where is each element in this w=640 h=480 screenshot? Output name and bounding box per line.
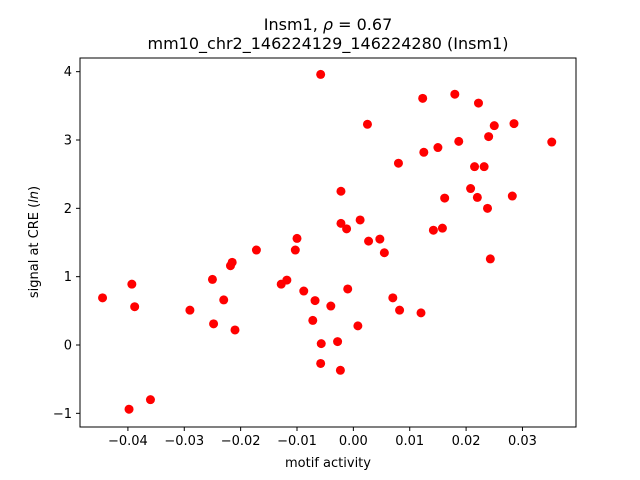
data-point — [336, 186, 346, 196]
data-point — [484, 132, 494, 142]
x-axis-label: motif activity — [285, 456, 371, 471]
data-point — [547, 137, 557, 147]
data-point — [470, 162, 480, 172]
data-point — [473, 98, 483, 108]
data-point — [375, 234, 385, 244]
data-point — [124, 404, 134, 414]
plot-frame — [79, 57, 577, 428]
data-point — [355, 215, 365, 225]
y-tick-label: 3 — [64, 134, 72, 149]
data-point — [485, 254, 495, 264]
data-point — [251, 245, 261, 255]
data-point — [310, 296, 320, 306]
data-point — [507, 191, 517, 201]
data-point — [440, 193, 450, 203]
data-point — [472, 192, 482, 202]
y-tick-label: −1 — [53, 407, 72, 422]
data-point — [290, 245, 300, 255]
data-point — [362, 119, 372, 129]
y-tick-label: 1 — [64, 270, 72, 285]
data-point — [282, 275, 292, 285]
data-point — [437, 223, 447, 233]
y-axis-label: signal at CRE (ln) — [27, 186, 42, 298]
data-point — [316, 339, 326, 349]
y-axis: −1 0 1 2 3 4 — [53, 65, 80, 422]
data-point — [145, 395, 155, 405]
y-tick-label: 0 — [64, 339, 72, 354]
data-point — [207, 274, 217, 284]
data-point — [419, 147, 429, 157]
data-point — [454, 136, 464, 146]
data-point — [364, 236, 374, 246]
data-point — [292, 233, 302, 243]
data-point — [433, 143, 443, 153]
plot-area — [79, 57, 577, 428]
x-tick-label: −0.02 — [221, 434, 261, 449]
x-tick-label: −0.01 — [277, 434, 317, 449]
x-tick-label: 0.03 — [508, 434, 537, 449]
data-point — [479, 162, 489, 172]
data-point — [466, 184, 476, 194]
data-point — [379, 248, 389, 258]
data-point — [509, 119, 519, 129]
data-point — [450, 89, 460, 99]
data-point — [227, 257, 237, 267]
data-point — [209, 319, 219, 329]
data-point — [299, 286, 309, 296]
data-point — [416, 308, 426, 318]
chart-title: Insm1, ρ = 0.67 — [264, 15, 393, 34]
chart-subtitle: mm10_chr2_146224129_146224280 (Insm1) — [148, 34, 509, 54]
x-tick-label: −0.03 — [164, 434, 204, 449]
data-point — [316, 69, 326, 79]
data-point — [393, 158, 403, 168]
data-point — [130, 302, 140, 312]
x-tick-label: 0.02 — [452, 434, 481, 449]
data-point — [353, 321, 363, 331]
data-point — [489, 121, 499, 131]
data-point — [428, 225, 438, 235]
data-point — [308, 315, 318, 325]
data-point — [336, 218, 346, 228]
y-tick-label: 2 — [64, 202, 72, 217]
data-point — [483, 203, 493, 213]
x-tick-label: −0.04 — [108, 434, 148, 449]
data-point — [343, 284, 353, 294]
data-point — [230, 325, 240, 335]
data-point — [418, 93, 428, 103]
data-point — [98, 293, 108, 303]
data-point — [395, 305, 405, 315]
x-tick-label: 0.01 — [395, 434, 424, 449]
data-point — [219, 295, 229, 305]
data-point — [388, 293, 398, 303]
data-point — [127, 279, 137, 289]
data-point — [333, 337, 343, 347]
data-point — [335, 365, 345, 375]
data-point — [342, 224, 352, 234]
x-tick-label: 0.00 — [339, 434, 368, 449]
data-points — [98, 69, 557, 414]
y-tick-label: 4 — [64, 65, 72, 80]
data-point — [326, 301, 336, 311]
x-axis: −0.04 −0.03 −0.02 −0.01 0.00 0.01 0.02 0.03 — [108, 427, 537, 449]
data-point — [185, 305, 195, 315]
data-point — [316, 358, 326, 368]
